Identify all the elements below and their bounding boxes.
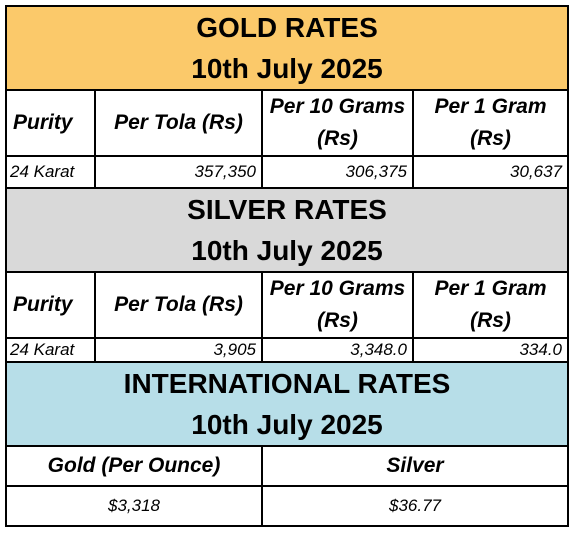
silver-band: SILVER RATES 10th July 2025 xyxy=(4,187,570,273)
international-date: 10th July 2025 xyxy=(191,409,383,440)
gold-header-row: Purity Per Tola (Rs) Per 10 Grams (Rs) P… xyxy=(5,89,570,157)
gold-per-tola-value: 357,350 xyxy=(94,155,263,189)
gold-per-1-gram-value: 30,637 xyxy=(411,155,570,189)
international-silver-value: $36.77 xyxy=(260,485,570,527)
international-band-row: INTERNATIONAL RATES 10th July 2025 xyxy=(4,361,570,447)
international-title: INTERNATIONAL RATES xyxy=(123,368,451,399)
international-gold-value: $3,318 xyxy=(5,485,263,527)
gold-header-per-tola: Per Tola (Rs) xyxy=(94,89,263,157)
rates-sheet: GOLD RATES 10th July 2025 Purity Per Tol… xyxy=(4,5,570,545)
gold-date: 10th July 2025 xyxy=(191,53,383,84)
silver-per-10-grams-value: 3,348.0 xyxy=(261,337,414,363)
gold-title: GOLD RATES xyxy=(196,12,378,43)
international-header-gold: Gold (Per Ounce) xyxy=(5,445,263,487)
silver-per-1-gram-value: 334.0 xyxy=(411,337,570,363)
gold-purity-value: 24 Karat xyxy=(5,155,96,189)
gold-per-10-grams-value: 306,375 xyxy=(261,155,414,189)
silver-purity-value: 24 Karat xyxy=(5,337,96,363)
silver-header-per-1-gram: Per 1 Gram (Rs) xyxy=(411,271,570,339)
gold-value-row: 24 Karat 357,350 306,375 30,637 xyxy=(5,155,570,189)
gold-band: GOLD RATES 10th July 2025 xyxy=(4,5,570,91)
gold-header-per-1-gram: Per 1 Gram (Rs) xyxy=(411,89,570,157)
international-band: INTERNATIONAL RATES 10th July 2025 xyxy=(4,361,570,447)
international-value-row: $3,318 $36.77 xyxy=(5,485,570,527)
silver-band-row: SILVER RATES 10th July 2025 xyxy=(4,187,570,273)
rates-table: GOLD RATES 10th July 2025 Purity Per Tol… xyxy=(4,5,570,527)
silver-title: SILVER RATES xyxy=(187,194,387,225)
gold-band-row: GOLD RATES 10th July 2025 xyxy=(4,5,570,91)
silver-header-row: Purity Per Tola (Rs) Per 10 Grams (Rs) P… xyxy=(5,271,570,339)
silver-header-purity: Purity xyxy=(5,271,96,339)
silver-date: 10th July 2025 xyxy=(191,235,383,266)
silver-header-per-10-grams: Per 10 Grams (Rs) xyxy=(261,271,414,339)
silver-per-tola-value: 3,905 xyxy=(94,337,263,363)
international-header-silver: Silver xyxy=(260,445,570,487)
silver-value-row: 24 Karat 3,905 3,348.0 334.0 xyxy=(5,337,570,363)
international-header-row: Gold (Per Ounce) Silver xyxy=(5,445,570,487)
gold-header-per-10-grams: Per 10 Grams (Rs) xyxy=(261,89,414,157)
gold-header-purity: Purity xyxy=(5,89,96,157)
silver-header-per-tola: Per Tola (Rs) xyxy=(94,271,263,339)
